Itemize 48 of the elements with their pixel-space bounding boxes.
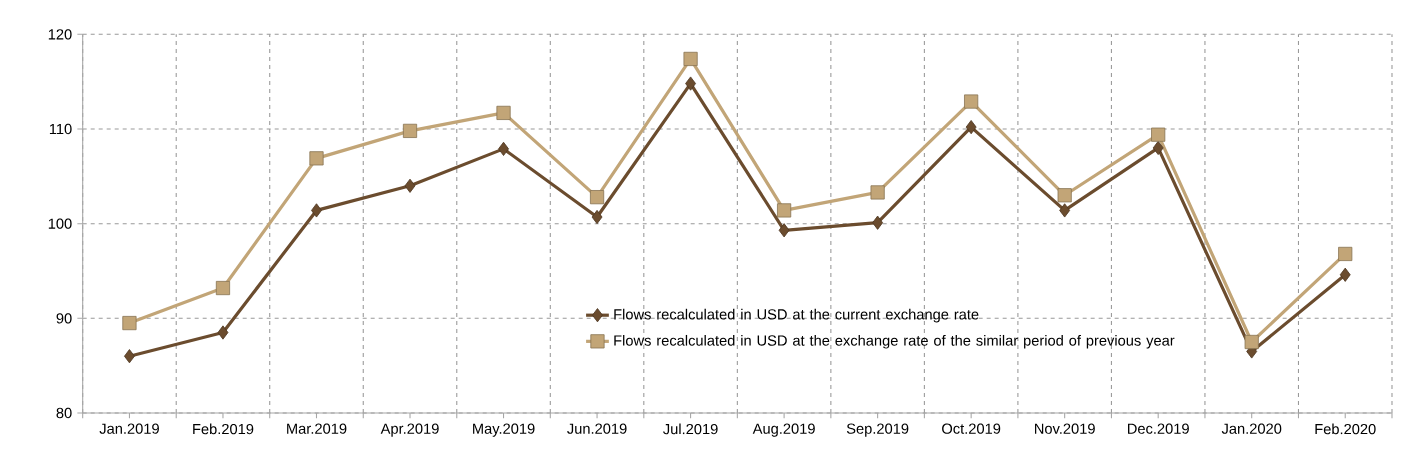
point — [683, 51, 698, 67]
x-tick-label: Apr.2019 — [380, 423, 439, 437]
point — [1059, 203, 1071, 218]
x-tick-label: Mar.2019 — [287, 423, 347, 434]
point — [1339, 267, 1351, 282]
point — [496, 105, 511, 120]
point — [589, 190, 605, 205]
legend-label: Flows recalculated in USD at the current exchange rate — [614, 308, 979, 323]
point — [591, 209, 603, 225]
point — [404, 178, 416, 193]
point — [1152, 140, 1164, 155]
point — [965, 120, 977, 135]
point — [124, 349, 135, 364]
x-tick-label: Feb.2020 — [1315, 423, 1376, 435]
x-tick-label: Nov.2019 — [1035, 423, 1095, 434]
y-tick-label: 110 — [49, 123, 72, 135]
x-tick-label: Jul.2019 — [663, 423, 718, 435]
point — [778, 223, 790, 238]
point — [309, 151, 324, 166]
point — [777, 203, 792, 218]
point — [685, 76, 696, 91]
point — [217, 325, 229, 340]
point — [498, 141, 509, 156]
y-tick-label: 80 — [56, 407, 72, 419]
point — [964, 94, 979, 109]
point — [1244, 334, 1259, 350]
x-tick-label: Jun.2019 — [567, 423, 627, 434]
y-tick-label: 100 — [48, 218, 72, 229]
x-tick-label: May.2019 — [473, 423, 535, 437]
y-tick-label: 90 — [56, 313, 72, 324]
point — [1057, 188, 1072, 203]
point — [215, 280, 231, 296]
point — [872, 215, 884, 230]
y-tick-label: 120 — [48, 29, 72, 40]
x-tick-label: Feb.2019 — [193, 423, 254, 435]
point — [122, 315, 137, 331]
x-tick-label: Aug.2019 — [752, 423, 815, 437]
legend-label: Flows recalculated in USD at the exchange rate of the similar period of previous year — [614, 334, 1175, 349]
x-tick-label: Sep.2019 — [846, 423, 909, 437]
point — [1338, 246, 1353, 262]
x-tick-label: Jan.2019 — [99, 423, 159, 434]
point — [311, 203, 322, 218]
point — [1151, 127, 1166, 142]
x-tick-label: Dec.2019 — [1128, 423, 1189, 434]
x-tick-label: Jan.2020 — [1221, 423, 1282, 434]
point — [402, 123, 418, 138]
point — [870, 185, 885, 200]
x-tick-label: Oct.2019 — [942, 423, 1001, 434]
